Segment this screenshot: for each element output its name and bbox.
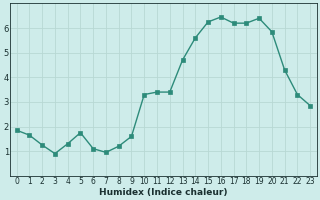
X-axis label: Humidex (Indice chaleur): Humidex (Indice chaleur) — [99, 188, 228, 197]
